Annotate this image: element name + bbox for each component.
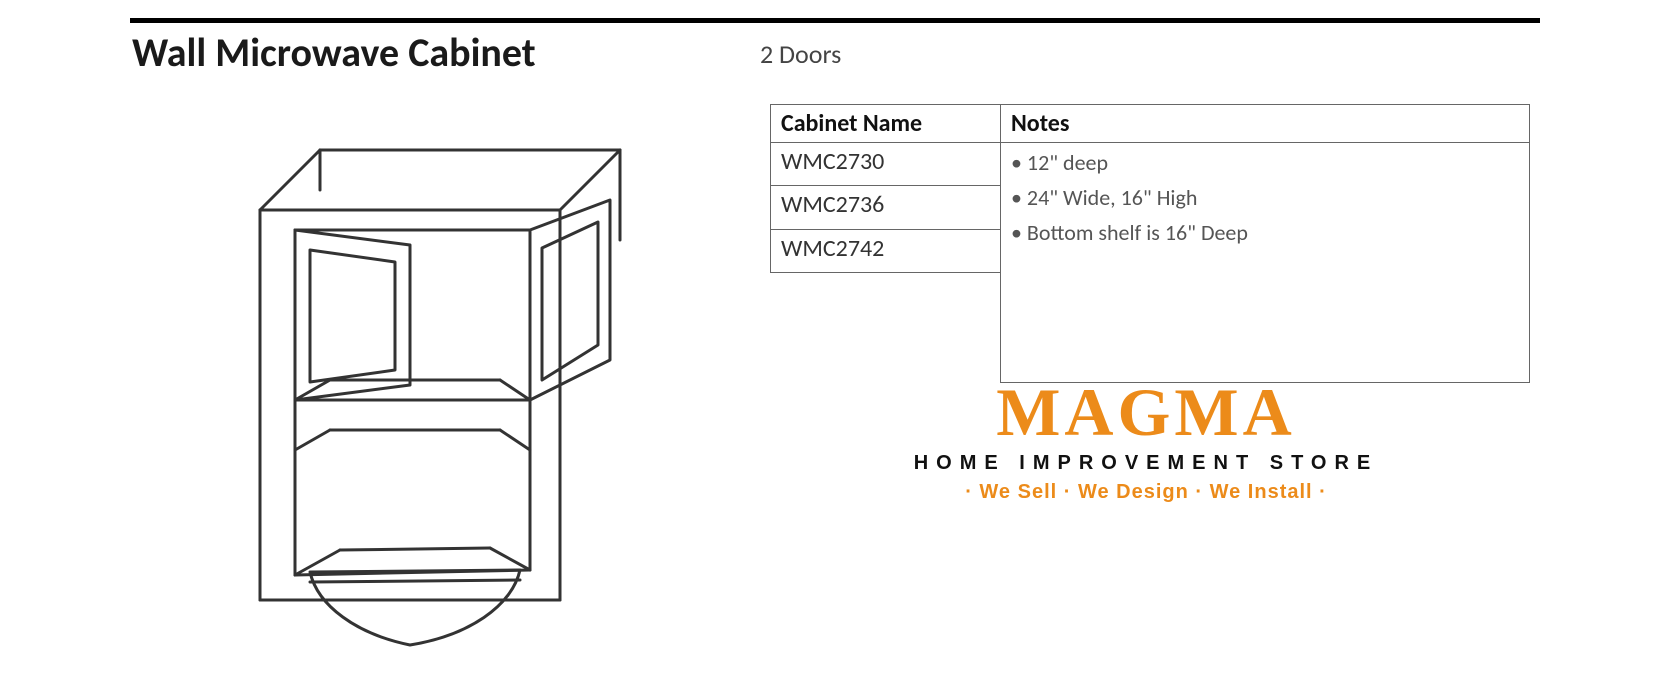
table-row: WMC2730 — [771, 143, 1001, 186]
brand-subtitle: HOME IMPROVEMENT STORE — [866, 452, 1426, 475]
note-line: • 12" deep — [1011, 149, 1519, 176]
cabinet-diagram — [200, 130, 680, 655]
product-subtitle: 2 Doors — [760, 38, 841, 70]
table-spacer — [771, 273, 1001, 383]
spec-table: Cabinet Name Notes WMC2730 • 12" deep • … — [770, 104, 1530, 383]
note-line: • Bottom shelf is 16" Deep — [1011, 219, 1519, 246]
note-line: • 24" Wide, 16" High — [1011, 184, 1519, 211]
table-notes-cell: • 12" deep • 24" Wide, 16" High • Bottom… — [1001, 143, 1530, 383]
brand-name: MAGMA — [866, 378, 1426, 446]
product-title: Wall Microwave Cabinet — [132, 28, 536, 77]
table-header-name: Cabinet Name — [771, 105, 1001, 143]
top-rule — [130, 18, 1540, 23]
brand-tagline: · We Sell · We Design · We Install · — [866, 481, 1426, 504]
table-row: WMC2742 — [771, 229, 1001, 272]
brand-logo: MAGMA HOME IMPROVEMENT STORE · We Sell ·… — [866, 378, 1426, 504]
table-header-notes: Notes — [1001, 105, 1530, 143]
table-row: WMC2736 — [771, 186, 1001, 229]
